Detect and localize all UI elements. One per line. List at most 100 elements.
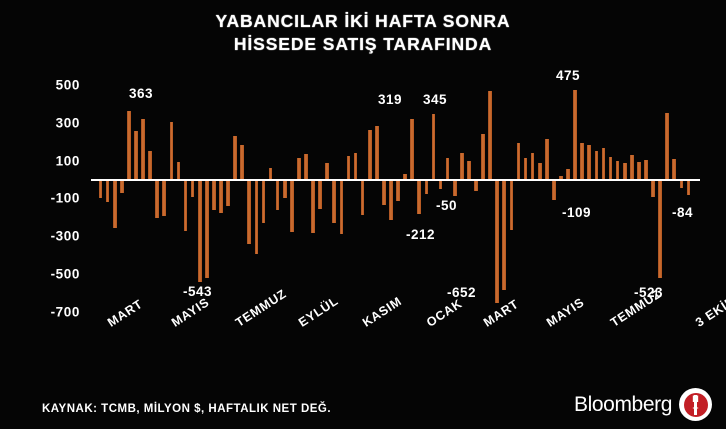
data-label-6: -652 [447,285,477,300]
bar [594,151,599,180]
ht-logo-stem [694,394,697,415]
bar [119,179,124,193]
bar [601,148,606,180]
data-label-9: -523 [634,285,664,300]
data-label-8: -109 [562,205,592,220]
data-label-3: 345 [423,92,448,107]
y-axis-tick-6: -700 [50,304,80,320]
y-axis-tick-3: -100 [50,190,80,206]
bar [176,161,181,180]
bar [608,156,613,180]
x-axis-tick-3: EYLÜL [296,293,342,330]
x-axis-tick-7: MAYIS [544,295,588,330]
bar [516,142,521,180]
bar [686,179,691,196]
chart-title: YABANCILAR İKİ HAFTA SONRA HİSSEDE SATIŞ… [0,10,726,56]
bar [105,179,110,203]
bar [651,179,655,198]
bar [112,179,117,228]
bar [566,169,570,180]
bar [289,179,294,233]
bar [544,138,549,180]
bar [190,179,195,198]
bar [488,90,492,180]
bar [318,179,322,209]
bar [382,179,386,205]
bar [474,179,478,191]
bar [587,144,592,180]
bloomberg-brand: Bloomberg H T [574,388,712,421]
bar [431,114,436,180]
bar [219,179,223,214]
bar [183,179,188,232]
bloomberg-wordmark: Bloomberg [574,392,672,416]
bar [452,179,457,196]
bar [509,179,514,230]
bar [530,153,535,180]
bar [523,157,528,180]
bar [629,154,634,180]
bar [374,125,379,180]
bar [367,129,372,180]
bar [134,131,138,180]
bar [226,179,230,206]
bar [212,179,216,210]
bar [282,179,287,199]
data-label-4: -50 [436,198,458,213]
bar [410,119,414,180]
data-label-7: 475 [556,68,581,83]
y-axis-tick-4: -300 [50,228,80,244]
chart-title-line-2: HİSSEDE SATIŞ TARAFINDA [233,34,493,54]
bar [417,179,422,215]
bar [261,179,266,223]
x-axis-tick-6: MART [480,296,521,330]
bar [644,159,648,180]
bar [297,157,301,180]
bar [339,179,344,235]
zero-axis-line [91,178,700,181]
bar [197,179,202,283]
bar [615,160,620,180]
x-axis-tick-9: 3 EKİM [693,293,726,330]
bar [559,175,563,180]
bar [332,179,337,223]
ht-logo-letter-h: H [692,393,699,404]
bar [268,168,273,180]
bar [622,162,627,180]
bar [240,144,244,180]
bar [552,179,556,201]
bar [396,179,400,202]
bar [155,179,159,219]
bar [148,151,152,180]
source-note: KAYNAK: TCMB, MİLYON $, HAFTALIK NET DEĞ… [42,403,332,415]
bar [169,121,174,180]
data-label-10: -84 [672,205,694,220]
bar [141,119,145,180]
chart-title-line-1: YABANCILAR İKİ HAFTA SONRA [215,11,511,31]
data-label-2: 319 [378,92,403,107]
bar [325,163,329,180]
bar [204,179,209,278]
bar [580,142,584,180]
x-axis-tick-2: TEMMUZ [232,286,289,330]
bar [162,179,167,217]
bar [311,179,315,234]
data-label-1: -543 [183,284,213,299]
bar [304,153,308,180]
bar [467,160,471,180]
bar [346,155,351,180]
bar [254,179,259,255]
bar [127,110,131,180]
bar [353,153,358,180]
y-axis-tick-2: 100 [55,153,80,169]
ht-logo-icon: H T [679,388,712,421]
bar [495,179,499,303]
bar [275,179,280,210]
y-axis-tick-1: 300 [55,115,80,131]
bar [445,157,450,180]
bar [481,134,485,180]
bar [459,153,464,180]
ht-logo-letter-t: T [692,405,699,416]
bar [665,113,669,180]
